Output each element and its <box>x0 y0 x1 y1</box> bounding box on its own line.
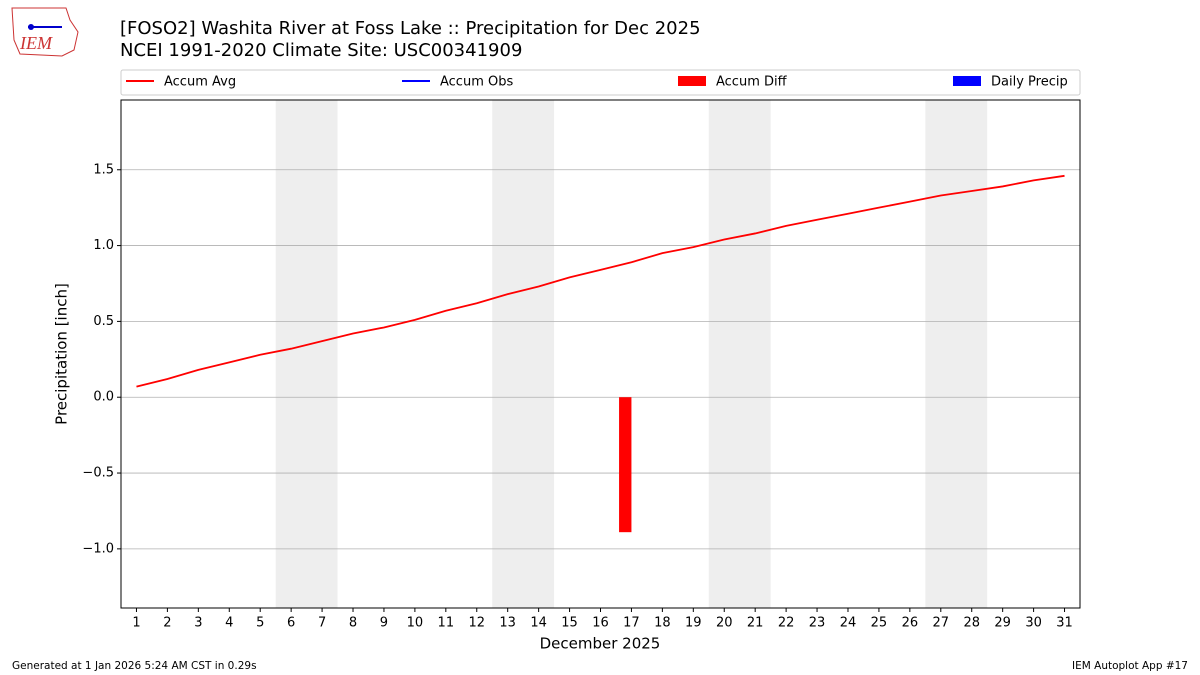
weekend-span <box>492 100 555 608</box>
x-tick-label: 7 <box>318 616 326 631</box>
y-tick-label: −1.0 <box>82 541 114 556</box>
x-tick-label: 21 <box>747 616 764 631</box>
y-tick-label: 0.0 <box>93 390 114 405</box>
x-tick-label: 18 <box>654 616 671 631</box>
x-tick-label: 3 <box>194 616 202 631</box>
x-tick-label: 19 <box>685 616 702 631</box>
x-tick-label: 12 <box>468 616 485 631</box>
x-tick-label: 2 <box>163 616 171 631</box>
x-axis-label: December 2025 <box>540 635 661 653</box>
y-tick-label: 1.0 <box>93 238 114 253</box>
weekend-span <box>275 100 338 608</box>
x-tick-label: 28 <box>963 616 980 631</box>
legend-swatch <box>953 76 981 86</box>
logo-text: IEM <box>19 33 53 53</box>
x-tick-label: 24 <box>840 616 857 631</box>
weekend-span <box>708 100 771 608</box>
legend <box>120 69 1081 96</box>
x-tick-label: 29 <box>994 616 1011 631</box>
legend-label: Accum Diff <box>716 75 788 90</box>
x-tick-label: 17 <box>623 616 640 631</box>
line <box>136 174 1065 388</box>
plot-frame <box>120 99 1081 609</box>
logo-icon <box>28 24 34 30</box>
x-tick-label: 8 <box>349 616 357 631</box>
x-tick-label: 31 <box>1056 616 1073 631</box>
logo: IEM <box>11 7 79 57</box>
x-tick-label: 16 <box>592 616 609 631</box>
x-tick-label: 13 <box>499 616 516 631</box>
x-tick-label: 27 <box>933 616 950 631</box>
x-tick-label: 5 <box>256 616 264 631</box>
chart-title: [FOSO2] Washita River at Foss Lake :: Pr… <box>120 18 701 39</box>
legend-label: Daily Precip <box>991 75 1068 90</box>
logo-outline <box>11 7 79 57</box>
chart-subtitle: NCEI 1991-2020 Climate Site: USC00341909 <box>120 40 522 61</box>
weekend-span <box>925 100 988 608</box>
legend-label: Accum Obs <box>440 75 513 90</box>
y-tick-label: −0.5 <box>82 466 114 481</box>
x-tick-label: 30 <box>1025 616 1042 631</box>
x-tick-label: 25 <box>871 616 888 631</box>
legend-label: Accum Avg <box>164 75 236 90</box>
x-tick-label: 1 <box>132 616 140 631</box>
x-tick-label: 6 <box>287 616 295 631</box>
x-tick-label: 9 <box>380 616 388 631</box>
legend-swatch <box>678 76 706 86</box>
x-tick-label: 10 <box>407 616 424 631</box>
x-tick-label: 22 <box>778 616 795 631</box>
x-tick-label: 15 <box>561 616 578 631</box>
x-tick-label: 26 <box>902 616 919 631</box>
footer-left: Generated at 1 Jan 2026 5:24 AM CST in 0… <box>12 660 257 672</box>
y-axis-label: Precipitation [inch] <box>53 283 71 425</box>
bar <box>619 397 632 533</box>
x-tick-label: 11 <box>438 616 455 631</box>
x-tick-label: 23 <box>809 616 826 631</box>
x-tick-label: 14 <box>530 616 547 631</box>
footer-right: IEM Autoplot App #17 <box>1072 660 1188 672</box>
y-tick-label: 1.5 <box>93 162 114 177</box>
x-tick-label: 4 <box>225 616 233 631</box>
x-tick-label: 20 <box>716 616 733 631</box>
y-tick-label: 0.5 <box>93 314 114 329</box>
